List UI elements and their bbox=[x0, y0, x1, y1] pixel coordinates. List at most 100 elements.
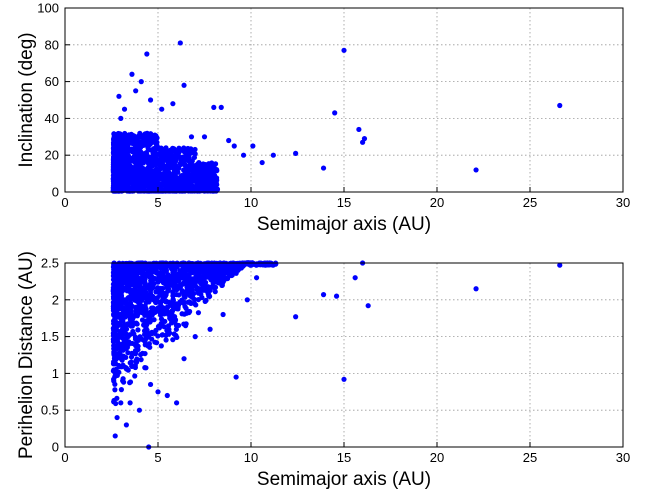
perihelion-point bbox=[127, 360, 133, 366]
inclination-point bbox=[129, 155, 135, 161]
perihelion-point bbox=[159, 307, 165, 313]
inclination-point bbox=[201, 181, 207, 187]
perihelion-point bbox=[163, 267, 169, 273]
inclination-point bbox=[116, 93, 122, 99]
inclination-point bbox=[320, 165, 327, 171]
perihelion-point bbox=[233, 374, 239, 380]
perihelion-point bbox=[150, 310, 156, 316]
perihelion-point bbox=[159, 290, 165, 297]
perihelion-point bbox=[149, 329, 155, 335]
inclination-point bbox=[129, 178, 135, 184]
inclination-point bbox=[126, 140, 132, 146]
inclination-point bbox=[175, 150, 181, 156]
inclination-point bbox=[170, 101, 176, 107]
inclination-ytick-label: 40 bbox=[45, 111, 59, 126]
inclination-xtick-label: 15 bbox=[337, 195, 351, 210]
perihelion-point bbox=[115, 271, 121, 278]
inclination-point bbox=[133, 88, 139, 94]
perihelion-xlabel: Semimajor axis (AU) bbox=[257, 469, 431, 490]
perihelion-point bbox=[171, 269, 177, 275]
perihelion-point bbox=[160, 332, 166, 338]
perihelion-point bbox=[181, 356, 187, 362]
inclination-point bbox=[113, 136, 119, 142]
inclination-point bbox=[183, 164, 189, 170]
perihelion-point bbox=[111, 312, 117, 318]
perihelion-point bbox=[123, 422, 129, 428]
perihelion-point bbox=[244, 297, 250, 303]
perihelion-ytick-label: 1 bbox=[52, 366, 59, 381]
inclination-point bbox=[151, 168, 157, 174]
perihelion-point bbox=[187, 308, 193, 315]
perihelion-point bbox=[119, 316, 125, 323]
perihelion-point bbox=[145, 343, 151, 349]
perihelion-point bbox=[113, 267, 119, 273]
perihelion-point bbox=[125, 333, 131, 340]
perihelion-point bbox=[181, 311, 187, 317]
inclination-point bbox=[179, 186, 185, 192]
perihelion-point bbox=[111, 352, 117, 358]
inclination-point bbox=[165, 162, 172, 168]
inclination-point bbox=[181, 82, 187, 88]
inclination-point bbox=[120, 174, 126, 180]
inclination-point bbox=[161, 177, 168, 183]
inclination-point bbox=[191, 170, 197, 176]
perihelion-point bbox=[148, 268, 154, 274]
perihelion-point bbox=[170, 298, 176, 304]
perihelion-point bbox=[170, 290, 176, 296]
inclination-point bbox=[143, 183, 150, 189]
perihelion-point bbox=[214, 274, 220, 280]
perihelion-point bbox=[110, 336, 116, 342]
perihelion-ytick-label: 2 bbox=[52, 292, 59, 307]
inclination-point bbox=[170, 165, 177, 171]
perihelion-point bbox=[192, 334, 198, 340]
perihelion-point bbox=[118, 347, 124, 353]
perihelion-point bbox=[124, 338, 130, 344]
perihelion-point bbox=[110, 325, 116, 331]
perihelion-point bbox=[160, 296, 166, 302]
inclination-point bbox=[182, 153, 189, 159]
perihelion-point bbox=[172, 317, 179, 323]
perihelion-point bbox=[139, 295, 146, 301]
perihelion-point bbox=[158, 261, 165, 267]
inclination-point bbox=[141, 175, 147, 181]
inclination-xtick-label: 20 bbox=[430, 195, 444, 210]
perihelion-point bbox=[114, 346, 120, 352]
inclination-chart: 0 5 10 15 20 25 30 0 20 40 60 80 100 Semimajor axis … bbox=[16, 1, 630, 236]
perihelion-point bbox=[170, 337, 176, 343]
inclination-point bbox=[135, 140, 141, 146]
perihelion-xtick-label: 5 bbox=[154, 450, 161, 465]
inclination-ytick-label: 20 bbox=[45, 148, 59, 163]
inclination-xtick-label: 10 bbox=[244, 195, 258, 210]
inclination-point bbox=[191, 154, 198, 161]
inclination-point bbox=[130, 174, 137, 180]
perihelion-point bbox=[154, 340, 160, 346]
perihelion-point bbox=[112, 387, 118, 393]
perihelion-point bbox=[136, 407, 142, 413]
perihelion-point bbox=[191, 296, 198, 303]
perihelion-point bbox=[179, 297, 185, 303]
perihelion-point bbox=[231, 261, 237, 267]
perihelion-point bbox=[273, 261, 279, 267]
perihelion-point bbox=[110, 368, 116, 374]
perihelion-point bbox=[162, 280, 168, 287]
inclination-point bbox=[179, 179, 185, 185]
inclination-point bbox=[121, 106, 128, 112]
perihelion-point bbox=[174, 261, 180, 267]
inclination-point bbox=[240, 152, 247, 158]
inclination-point bbox=[143, 150, 149, 156]
perihelion-point bbox=[200, 284, 207, 290]
perihelion-point bbox=[167, 280, 173, 286]
perihelion-point bbox=[120, 378, 126, 384]
inclination-point bbox=[204, 177, 210, 183]
inclination-point bbox=[148, 138, 155, 144]
perihelion-point bbox=[196, 273, 202, 279]
inclination-point bbox=[111, 148, 117, 154]
perihelion-point bbox=[184, 272, 190, 278]
perihelion-point bbox=[163, 290, 169, 296]
perihelion-point bbox=[204, 288, 210, 294]
perihelion-point bbox=[181, 279, 188, 285]
perihelion-point bbox=[113, 400, 119, 407]
inclination-point bbox=[151, 182, 157, 189]
perihelion-xtick-label: 30 bbox=[616, 450, 630, 465]
perihelion-ytick-label: 2.5 bbox=[41, 256, 59, 271]
